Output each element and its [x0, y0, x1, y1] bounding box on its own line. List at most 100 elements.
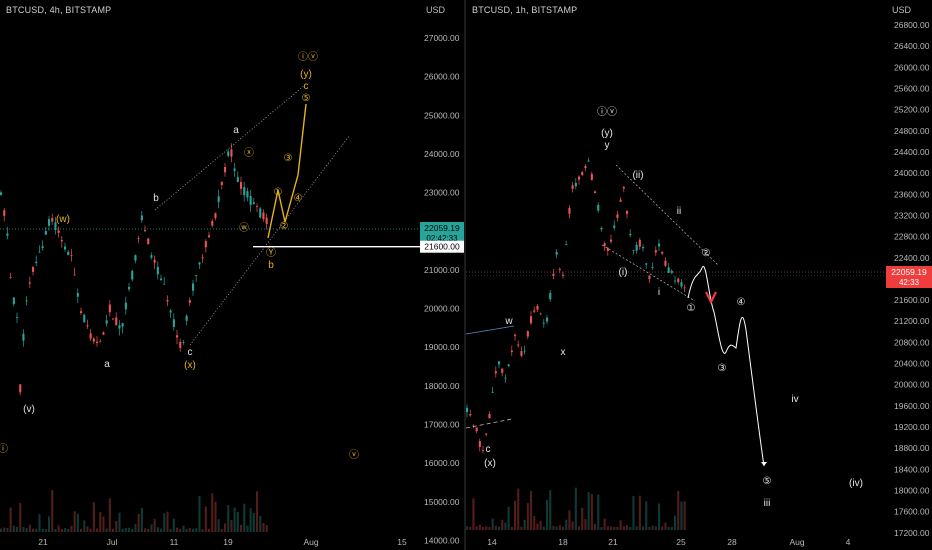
volume-bar [622, 526, 625, 530]
candle-body [214, 213, 217, 219]
wave-label: ① [274, 187, 283, 198]
price-tick-label: 27000.00 [424, 33, 460, 43]
candle-body [670, 270, 673, 273]
volume-bar [118, 512, 121, 532]
volume-bar [86, 526, 89, 532]
price-tick-label: 17200.00 [894, 528, 930, 538]
price-badge-value: 22059.19 [891, 267, 927, 277]
volume-bar [485, 526, 488, 530]
right-chart-pane[interactable]: BTCUSD, 1h, BITSTAMP USD 26800.00 26400.0… [466, 0, 932, 550]
price-tick-label: 23000.00 [424, 188, 460, 198]
candle-body [674, 280, 677, 282]
right-chart-canvas[interactable]: 26800.00 26400.00 26000.00 25600.00 25200.00… [466, 0, 932, 550]
candle-body [472, 425, 475, 427]
price-tick-label: 20000.00 [894, 380, 930, 390]
volume-bar [220, 528, 223, 532]
candle-body [112, 318, 115, 320]
candle-body [185, 315, 188, 321]
date-tick-label: 11 [170, 537, 179, 547]
volume-bar [571, 521, 574, 530]
candle-body [48, 219, 51, 226]
right-chart-title: BTCUSD, 1h, BITSTAMP [472, 5, 578, 15]
volume-bar [654, 526, 657, 530]
volume-bar [613, 526, 616, 530]
wave-label: (v) [23, 404, 35, 415]
price-tick-label: 26000.00 [894, 62, 930, 72]
volume-bar [214, 501, 217, 532]
volume-bar [70, 526, 73, 532]
volume-bar [9, 507, 12, 532]
volume-bar [504, 522, 507, 530]
wave-label: ⑤ [302, 93, 311, 104]
volume-bar [594, 523, 597, 530]
volume-bar [236, 511, 239, 532]
price-tick-label: 26000.00 [424, 72, 460, 82]
price-tick-label: 17600.00 [894, 507, 930, 517]
wave-label: y [605, 140, 610, 151]
volume-bar [494, 525, 497, 530]
wave-label: ⓘⓥ [597, 106, 617, 118]
candle-body [549, 292, 552, 300]
price-tick-label: 18000.00 [424, 381, 460, 391]
candle-body [629, 233, 632, 236]
candle-body [86, 325, 89, 327]
volume-bar [664, 522, 667, 530]
candle-body [121, 323, 124, 327]
candle-body [243, 187, 246, 196]
volume-bar [610, 526, 613, 530]
volume-bar [163, 513, 166, 532]
volume-bar [38, 514, 41, 532]
left-chart-canvas[interactable]: 27000.00 26000.00 25000.00 24000.00 23000.00… [0, 0, 464, 550]
candle-body [645, 263, 648, 265]
candle-body [147, 238, 150, 245]
volume-bar [6, 527, 9, 532]
wave-label: ① [687, 303, 696, 314]
volume-bar [648, 526, 651, 530]
candle-body [600, 227, 603, 230]
volume-bar [12, 525, 15, 532]
candle-body [539, 313, 542, 315]
wave-label: (ii) [632, 170, 643, 181]
wave-label: i [658, 287, 660, 298]
candle-body [568, 207, 571, 214]
candle-body [38, 251, 41, 253]
volume-bar [160, 528, 163, 532]
volume-bar [92, 502, 95, 532]
volume-bar [632, 495, 635, 530]
volume-bar [22, 526, 25, 532]
candle-body [606, 247, 609, 251]
candle-body [536, 305, 539, 310]
wave-label: (w) [56, 214, 70, 225]
candle-body [526, 331, 529, 337]
candle-body [677, 278, 680, 283]
candle-body [635, 244, 638, 251]
price-tick-label: 23600.00 [894, 189, 930, 199]
volume-bar [131, 528, 134, 532]
candle-body [664, 260, 667, 266]
volume-bar [466, 526, 469, 530]
left-chart-pane[interactable]: BTCUSD, 4h, BITSTAMP USD 27000.00 26000.0… [0, 0, 464, 550]
price-tick-label: 21200.00 [894, 316, 930, 326]
wave-label: b [153, 193, 159, 204]
volume-bar [83, 520, 86, 532]
pane-divider[interactable] [464, 0, 466, 550]
candle-body [552, 273, 555, 276]
volume-bar [112, 528, 115, 532]
volume-bar [491, 518, 494, 530]
candle-body [256, 206, 259, 207]
candle-body [661, 251, 664, 254]
volume-bar [115, 520, 118, 532]
candle-body [67, 251, 70, 256]
volume-bar [674, 515, 677, 530]
wave-label: ④ [294, 193, 303, 204]
candle-body [584, 166, 587, 169]
volume-bar [482, 526, 485, 530]
candle-body [28, 282, 31, 284]
volume-bar [472, 498, 475, 530]
candle-body [546, 317, 549, 322]
price-tick-label: 23200.00 [894, 210, 930, 220]
price-tick-label: 25600.00 [894, 83, 930, 93]
candle-body [562, 274, 565, 276]
price-tick-label: 16000.00 [424, 458, 460, 468]
volume-bar [584, 518, 587, 530]
